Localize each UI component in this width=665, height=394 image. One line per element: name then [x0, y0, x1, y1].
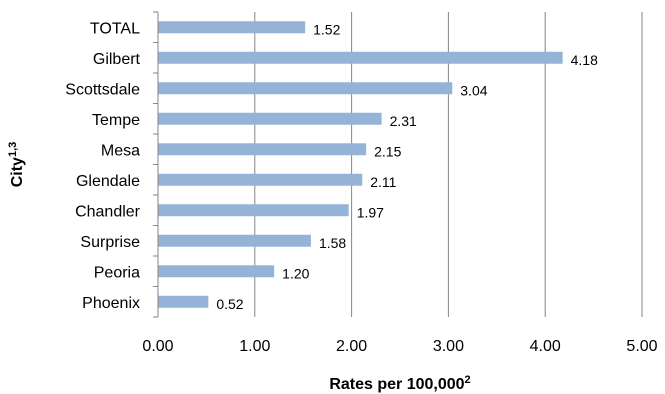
bar-gilbert: [158, 51, 563, 64]
data-label: 1.58: [319, 235, 346, 251]
category-label: Peoria: [94, 264, 140, 281]
data-label: 1.52: [313, 21, 340, 37]
x-axis-title: Rates per 100,0002: [329, 374, 470, 393]
x-tick-label: 3.00: [433, 338, 464, 355]
x-tick-label: 4.00: [530, 338, 561, 355]
data-label: 0.52: [216, 296, 243, 312]
category-label: TOTAL: [90, 20, 140, 37]
data-label: 2.11: [370, 174, 396, 190]
bar-surprise: [158, 234, 311, 247]
data-label: 3.04: [460, 82, 487, 98]
bar-total: [158, 21, 306, 34]
category-label: Scottsdale: [65, 81, 140, 98]
bar-scottsdale: [158, 82, 453, 95]
category-label: Chandler: [75, 203, 141, 220]
bar-tempe: [158, 112, 382, 125]
y-axis-ticks: [153, 11, 158, 318]
category-label: Glendale: [76, 173, 140, 190]
data-label: 2.15: [374, 143, 401, 159]
x-tick-label: 0.00: [142, 338, 173, 355]
bar-phoenix: [158, 295, 209, 308]
x-tick-labels: 0.00 1.00 2.00 3.00 4.00 5.00: [142, 338, 657, 355]
bar-peoria: [158, 265, 275, 278]
bar-mesa: [158, 143, 367, 156]
category-label: Tempe: [92, 112, 140, 129]
x-tick-label: 2.00: [336, 338, 367, 355]
data-label: 1.97: [357, 204, 384, 220]
data-labels: 1.52 4.18 3.04 2.31 2.15 2.11 1.97 1.58 1.20 0.52: [216, 21, 598, 312]
category-label: Mesa: [101, 142, 140, 159]
y-axis-title: City1,3: [7, 142, 26, 188]
bar-chandler: [158, 204, 349, 217]
x-tick-label: 1.00: [239, 338, 270, 355]
data-label: 2.31: [390, 113, 417, 129]
x-tick-label: 5.00: [626, 338, 657, 355]
category-label: Gilbert: [93, 51, 141, 68]
data-label: 4.18: [571, 52, 598, 68]
bar-glendale: [158, 173, 363, 186]
data-label: 1.20: [282, 265, 309, 281]
category-labels: TOTAL Gilbert Scottsdale Tempe Mesa Glendale C…: [65, 20, 140, 312]
category-label: Surprise: [80, 234, 140, 251]
bars: [158, 21, 563, 308]
category-label: Phoenix: [82, 295, 140, 312]
